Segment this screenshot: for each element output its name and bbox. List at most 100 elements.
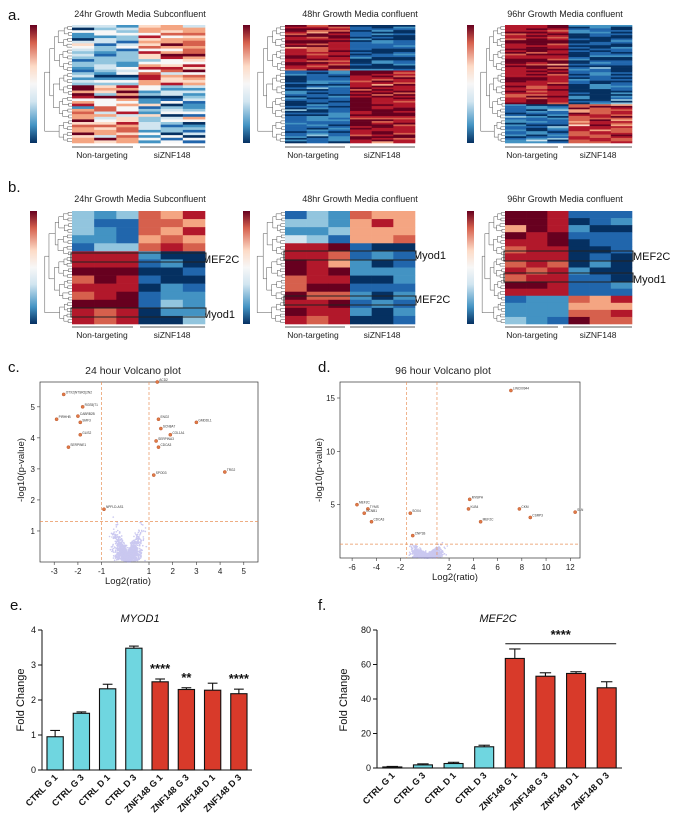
heatmap-cell <box>328 129 351 132</box>
volcano-96-point <box>419 554 422 557</box>
heatmap-cell <box>138 56 161 60</box>
volcano-24-point <box>131 556 133 559</box>
bar-myod1-bar <box>177 688 196 771</box>
volcano-96-point <box>416 555 419 558</box>
volcano-24-point <box>121 548 124 551</box>
volcano-24-point <box>126 557 128 560</box>
heatmap-cell <box>182 98 206 102</box>
volcano-24-point <box>125 559 128 561</box>
heatmap-cell <box>568 316 590 325</box>
volcano-24-point <box>123 557 125 560</box>
heatmap-cell <box>138 108 161 112</box>
volcano-96-point <box>431 551 434 554</box>
volcano-96-point <box>418 555 421 558</box>
heatmap-cell <box>72 43 95 47</box>
heatmap-cell <box>393 57 416 60</box>
heatmap-cell <box>138 275 161 284</box>
volcano-24-point <box>118 547 121 550</box>
volcano-24-point <box>122 548 124 551</box>
volcano-24-point <box>129 548 131 550</box>
volcano-24-point <box>121 553 124 555</box>
volcano-24-xtick-label: 5 <box>242 567 247 576</box>
volcano-24-point <box>122 549 125 552</box>
heatmap-cell <box>393 211 416 220</box>
volcano-24-point <box>132 550 134 553</box>
heatmap-cell <box>547 134 569 137</box>
bar-mef2c-ytick-label: 60 <box>361 660 371 670</box>
volcano-96-point <box>426 555 429 558</box>
volcano-96-point <box>422 551 424 554</box>
volcano-24-point <box>131 548 133 551</box>
volcano-24-point <box>127 559 129 561</box>
dendrogram-branch <box>63 315 69 322</box>
volcano-96-point <box>425 553 427 556</box>
heatmap-cell <box>568 72 590 75</box>
dendrogram-branch <box>500 319 505 323</box>
volcano-24-point <box>121 550 123 552</box>
volcano-24-point <box>135 551 137 553</box>
volcano-24-point <box>124 558 127 561</box>
heatmap-cell <box>306 82 329 85</box>
heatmap-cell <box>505 127 527 130</box>
heatmap-cell <box>328 99 351 102</box>
volcano-24-point <box>127 549 130 552</box>
heatmap-cell <box>138 251 161 260</box>
volcano-24-point <box>124 555 127 558</box>
dendrogram-branch <box>54 36 60 61</box>
volcano-24-point <box>131 553 133 556</box>
heatmap-cell <box>72 299 95 309</box>
heatmap-cell <box>568 102 590 105</box>
volcano-96-point <box>437 551 439 554</box>
heatmap-cell <box>547 78 569 81</box>
volcano-96-point <box>415 550 417 552</box>
volcano-24-point <box>134 550 136 553</box>
dendrogram-branch <box>276 281 282 288</box>
volcano-24-point <box>129 548 132 551</box>
volcano-96-point <box>420 555 423 557</box>
heatmap-cell <box>526 31 548 34</box>
dendrogram-branch <box>501 257 505 261</box>
heatmap-cell <box>350 92 372 95</box>
heatmap-cell <box>393 85 416 88</box>
volcano-24-point <box>128 559 130 562</box>
volcano-24-labeled-point <box>168 432 173 437</box>
volcano-24-point <box>133 555 135 557</box>
volcano-96-point <box>422 555 424 558</box>
volcano-24-point <box>123 558 126 560</box>
volcano-24-point <box>136 551 138 553</box>
dendrogram-branch <box>266 267 272 291</box>
volcano-96-point <box>426 556 428 559</box>
volcano-24-point <box>123 553 125 556</box>
volcano-24-point <box>119 543 122 546</box>
volcano-24-point <box>117 549 119 552</box>
volcano-24-point <box>126 558 129 561</box>
volcano-24-point <box>135 541 137 543</box>
volcano-96-point <box>421 552 423 555</box>
heatmap-cell <box>371 259 394 268</box>
dendrogram-branch <box>280 268 285 272</box>
volcano-24-point <box>144 530 147 533</box>
volcano-24-point <box>132 559 135 561</box>
heatmap-cell <box>160 291 184 301</box>
heatmap-cell <box>94 127 117 131</box>
volcano-24-point <box>132 556 135 559</box>
volcano-96-point <box>417 555 420 557</box>
heatmap-cell <box>393 97 416 100</box>
volcano-24-point <box>134 555 136 558</box>
volcano-24-labeled-point <box>102 507 106 512</box>
volcano-96-point <box>422 556 425 559</box>
volcano-96-point <box>425 554 428 556</box>
volcano-96-point <box>423 556 425 559</box>
volcano-96-point <box>425 555 427 558</box>
volcano-96-point <box>422 553 425 555</box>
volcano-24-point <box>122 550 125 553</box>
volcano-96-point <box>426 556 429 558</box>
heatmap-cell <box>328 235 351 244</box>
volcano-24-point <box>129 550 132 553</box>
volcano-24-point <box>129 556 132 558</box>
heatmap-cell <box>72 315 95 325</box>
heatmap-cell <box>94 87 117 91</box>
volcano-24-point <box>133 549 135 552</box>
volcano-24-point <box>130 554 133 556</box>
heatmap-cell <box>568 73 590 76</box>
